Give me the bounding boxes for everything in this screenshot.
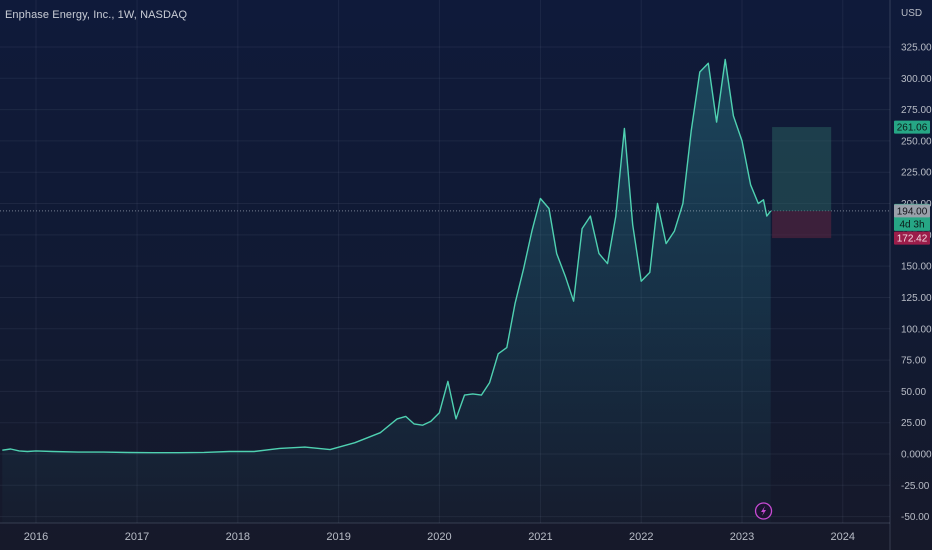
target-price-badge-text: 261.06 (897, 123, 928, 134)
stop-price-badge (894, 231, 930, 245)
y-tick-label: 150.00 (901, 262, 932, 273)
y-tick-label: 0.0000 (901, 450, 932, 461)
y-tick-label: 25.00 (901, 418, 926, 429)
x-tick-label: 2023 (730, 531, 754, 543)
y-axis-unit: USD (901, 8, 922, 19)
y-tick-label: 275.00 (901, 105, 932, 116)
x-tick-label: 2020 (427, 531, 451, 543)
lightning-bolt-icon (761, 506, 767, 516)
y-tick-label: 225.00 (901, 168, 932, 179)
stop-zone (772, 211, 832, 239)
chart-title: Enphase Energy, Inc., 1W, NASDAQ (5, 9, 188, 21)
entry-price-badge-text: 194.00 (897, 206, 928, 217)
y-tick-label: 75.00 (901, 356, 926, 367)
stop-price-badge-text: 172.42 (897, 234, 928, 245)
price-line (2, 58, 772, 454)
x-tick-label: 2018 (226, 531, 250, 543)
countdown-text: 4d 3h (899, 219, 924, 230)
y-tick-label: -25.00 (901, 481, 930, 492)
x-tick-label: 2017 (125, 531, 149, 543)
x-tick-label: 2021 (528, 531, 552, 543)
y-tick-label: 50.00 (901, 387, 926, 398)
y-tick-label: -50.00 (901, 512, 930, 523)
y-tick-label: 300.00 (901, 74, 932, 85)
price-area-fill (2, 59, 771, 523)
x-tick-label: 2016 (24, 531, 48, 543)
y-tick-label: 325.00 (901, 43, 932, 54)
target-price-badge (894, 120, 930, 134)
x-tick-label: 2024 (831, 531, 855, 543)
entry-price-badge (894, 204, 930, 218)
y-tick-label: 125.00 (901, 293, 932, 304)
x-tick-label: 2022 (629, 531, 653, 543)
target-zone (772, 127, 832, 212)
x-tick-label: 2019 (326, 531, 350, 543)
y-tick-label: 100.00 (901, 324, 932, 335)
y-tick-label: 250.00 (901, 136, 932, 147)
